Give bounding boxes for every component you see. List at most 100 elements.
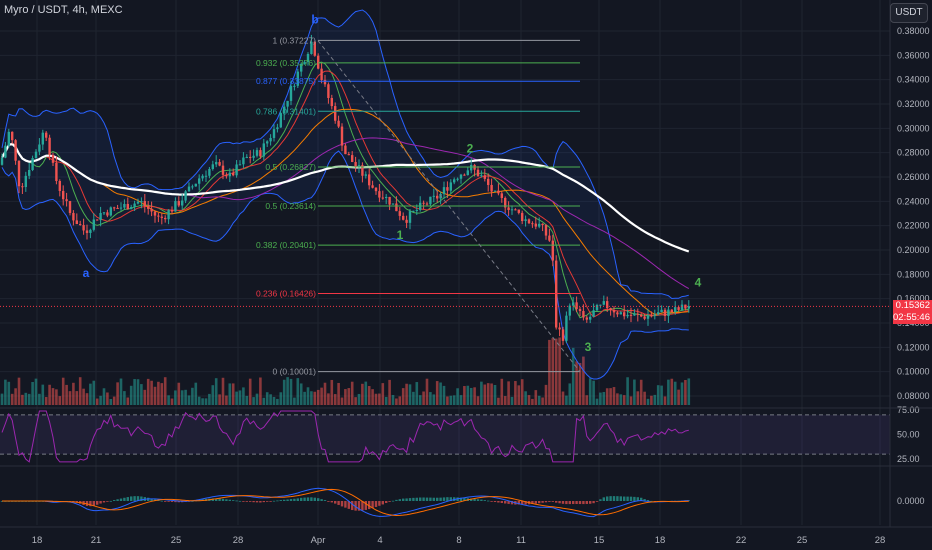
macd-histogram-bar (371, 501, 374, 509)
volume-bar (75, 391, 79, 405)
volume-bar (286, 377, 289, 405)
symbol-title[interactable]: Myro / USDT, 4h, MEXC (4, 4, 123, 16)
volume-bar (167, 395, 170, 405)
fib-level-label: 0.877 (0.33875) (256, 76, 316, 86)
date-tick-label: Apr (311, 535, 326, 546)
macd-histogram-bar (517, 501, 520, 505)
macd-tick-label: 0.0000 (897, 496, 925, 506)
candle-body (286, 100, 289, 107)
candle-body (381, 197, 384, 199)
volume-bar (245, 395, 249, 405)
macd-histogram-bar (242, 501, 245, 502)
candle-body (534, 223, 537, 227)
macd-histogram-bar (368, 501, 371, 510)
candle-body (262, 143, 265, 157)
macd-histogram-bar (296, 498, 299, 501)
candle-body (75, 220, 78, 225)
macd-histogram-bar (422, 497, 425, 501)
macd-histogram-bar (357, 501, 361, 511)
candle-body (334, 106, 337, 121)
macd-histogram-bar (548, 501, 551, 502)
macd-histogram-bar (354, 501, 357, 511)
candle-body (633, 313, 636, 316)
volume-bar (561, 391, 565, 405)
volume-bar (303, 391, 306, 405)
macd-histogram-bar (286, 499, 289, 501)
volume-bar (289, 378, 293, 405)
candle-body (340, 126, 344, 146)
volume-bar (180, 390, 184, 405)
volume-bar (677, 389, 680, 405)
candle-body (92, 219, 95, 230)
candle-body (483, 175, 486, 179)
volume-bar (228, 383, 232, 405)
volume-bar (425, 378, 429, 405)
macd-histogram-bar (473, 498, 476, 501)
candle-body (344, 145, 347, 155)
volume-bar (354, 397, 357, 405)
candle-body (677, 307, 680, 310)
volume-bar (296, 378, 300, 405)
fib-level-label: 0.236 (0.16426) (256, 288, 316, 298)
volume-bar (58, 396, 62, 405)
candle-body (619, 312, 622, 315)
macd-panel: 0.0000 (0, 487, 925, 518)
candle-body (62, 190, 65, 200)
candle-body (150, 208, 153, 212)
volume-bar (316, 389, 320, 405)
candle-body (487, 178, 490, 185)
currency-button[interactable]: USDT (890, 3, 928, 23)
candle-body (113, 207, 116, 209)
candle-body (459, 174, 463, 179)
candle-body (368, 174, 371, 186)
volume-bar (684, 379, 687, 405)
fib-level-label: 1 (0.37227) (273, 35, 317, 45)
candle-body (4, 145, 7, 158)
volume-bar (391, 394, 395, 405)
candle-body (514, 209, 517, 211)
candle-body (14, 140, 17, 161)
macd-histogram-bar (109, 500, 112, 502)
macd-histogram-bar (415, 497, 418, 501)
volume-bar (646, 398, 650, 405)
candle-body (674, 307, 677, 313)
volume-bar (599, 392, 602, 405)
volume-bar (381, 383, 385, 405)
volume-bar (106, 392, 109, 405)
volume-bar (218, 394, 221, 405)
candle-body (272, 129, 276, 138)
candle-body (541, 223, 544, 226)
volume-bar (68, 391, 72, 405)
candle-body (45, 132, 48, 138)
candle-body (96, 219, 99, 221)
candle-body (425, 203, 429, 205)
volume-bar (636, 391, 640, 405)
volume-bar (208, 393, 211, 405)
macd-histogram-bar (565, 501, 568, 505)
candle-body (361, 165, 364, 176)
candle-body (623, 312, 626, 317)
volume-bar (7, 381, 11, 405)
candle-body (521, 212, 524, 222)
date-tick-label: 18 (655, 535, 666, 546)
macd-histogram-bar (521, 501, 524, 505)
wave-label: a (83, 266, 90, 280)
volume-bar (524, 391, 527, 405)
macd-histogram-bar (538, 501, 541, 504)
candle-body (408, 211, 412, 223)
candle-body (225, 174, 228, 177)
date-tick-label: 18 (32, 535, 43, 546)
bollinger-upper (1, 9, 689, 300)
wave-labels: b a 2 1 3 4 (83, 13, 702, 354)
fibonacci-retracement[interactable]: 1 (0.37227) 0.932 (0.35376) 0.877 (0.33875… (0, 35, 890, 377)
volume-bar (265, 392, 269, 405)
macd-histogram-bar (558, 501, 561, 504)
volume-bar (174, 390, 177, 405)
volume-bar (395, 398, 398, 405)
macd-histogram-bar (272, 500, 276, 502)
macd-histogram-bar (595, 501, 599, 502)
macd-histogram-bar (602, 497, 605, 501)
price-tick-label: 0.12000 (897, 342, 930, 352)
macd-histogram-bar (266, 501, 269, 502)
